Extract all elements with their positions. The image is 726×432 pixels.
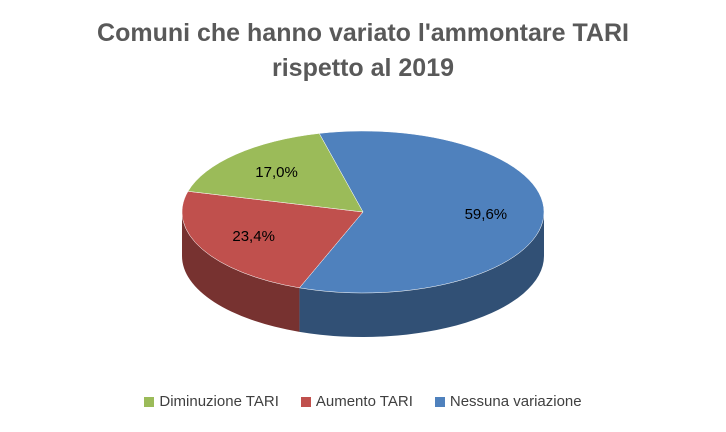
data-label: 23,4% (232, 228, 275, 245)
legend-label: Diminuzione TARI (159, 393, 279, 410)
legend-swatch (434, 396, 445, 407)
legend-swatch (144, 396, 155, 407)
data-label: 17,0% (255, 164, 298, 181)
legend: Diminuzione TARI Aumento TARI Nessuna vari… (0, 393, 726, 410)
legend-item: Nessuna variazione (434, 393, 582, 410)
slice (181, 191, 364, 289)
slice (298, 130, 545, 294)
legend-label: Nessuna variazione (449, 393, 582, 410)
legend-swatch (300, 396, 311, 407)
data-label: 59,6% (465, 206, 508, 223)
slice (187, 133, 364, 213)
legend-label: Aumento TARI (315, 393, 413, 410)
slice-side (299, 212, 544, 337)
legend-item: Aumento TARI (300, 393, 413, 410)
legend-item: Diminuzione TARI (144, 393, 279, 410)
chart-title: Comuni che hanno variato l'ammontare TAR… (97, 19, 629, 82)
